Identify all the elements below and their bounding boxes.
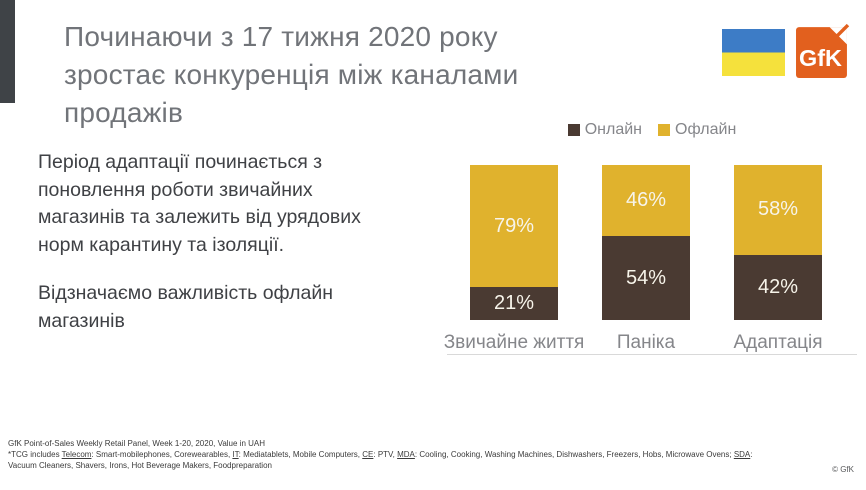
- ukraine-flag-icon: [722, 29, 785, 76]
- online-segment: 21%: [470, 287, 558, 320]
- bars-area: 79% 21% Звичайне життя 46% 54% Паніка 58% 42% Ад…: [444, 165, 823, 354]
- body-text-block: Період адаптації починається з поновленн…: [38, 149, 400, 356]
- stacked-bar: 79% 21%: [470, 165, 558, 320]
- footnote-term: SDA: [733, 450, 751, 459]
- offline-value-label: 79%: [493, 214, 535, 237]
- slide-title: Починаючи з 17 тижня 2020 року зростає к…: [64, 18, 724, 132]
- footnote-term: IT: [232, 450, 239, 459]
- footnote-term: Telecom: [61, 450, 92, 459]
- footnote-text: : Vacuum Cleaners, Shavers, Irons, Hot B…: [8, 450, 753, 470]
- left-accent-bar: [0, 0, 15, 103]
- stacked-bar-chart: 79% 21% Звичайне життя 46% 54% Паніка 58% 42% Ад…: [444, 165, 857, 395]
- category-label: Адаптація: [733, 332, 823, 353]
- footnote-text: : Cooling, Cooking, Washing Machines, Di…: [414, 450, 734, 459]
- body-paragraph: Період адаптації починається з поновленн…: [38, 151, 361, 256]
- legend-label-online: Онлайн: [584, 121, 643, 138]
- bar-column-1: 79% 21% Звичайне життя: [444, 165, 584, 354]
- offline-value-label: 58%: [757, 198, 799, 221]
- stacked-bar: 58% 42%: [734, 165, 822, 320]
- category-label: Звичайне життя: [443, 332, 585, 353]
- footnote-term: MDA: [397, 450, 415, 459]
- offline-swatch-icon: [658, 124, 671, 136]
- footnote-term: CE: [362, 450, 374, 459]
- online-segment: 54%: [602, 236, 690, 320]
- category-label: Паніка: [616, 332, 676, 353]
- online-value-label: 42%: [757, 275, 799, 298]
- gfk-logo: GfK: [796, 23, 850, 78]
- online-swatch-icon: [567, 124, 580, 136]
- body-paragraph: Відзначаємо важливість офлайн магазинів: [38, 282, 334, 332]
- gfk-logo-text: GfK: [799, 45, 842, 71]
- legend-item-offline: Офлайн: [658, 121, 736, 139]
- footnote-text: : PTV,: [373, 450, 398, 459]
- title-line: Починаючи з 17 тижня 2020 року: [64, 21, 498, 52]
- footnote-line: *TCG includes Telecom: Smart-mobilephone…: [8, 449, 756, 471]
- offline-segment: 79%: [470, 165, 558, 288]
- online-value-label: 21%: [493, 292, 535, 315]
- copyright: © GfK: [832, 465, 854, 474]
- x-axis-line: [447, 354, 857, 355]
- footer: GfK Point-of-Sales Weekly Retail Panel, …: [8, 438, 756, 471]
- stacked-bar: 46% 54%: [602, 165, 690, 320]
- online-value-label: 54%: [625, 266, 667, 289]
- footnote-text: : Smart-mobilephones, Corewearables,: [91, 450, 233, 459]
- source-line: GfK Point-of-Sales Weekly Retail Panel, …: [8, 439, 266, 448]
- footnote-text: *TCG includes: [8, 450, 62, 459]
- footnote-text: : Mediatablets, Mobile Computers,: [238, 450, 363, 459]
- bar-column-3: 58% 42% Адаптація: [733, 165, 823, 354]
- online-segment: 42%: [734, 254, 822, 320]
- offline-segment: 58%: [734, 165, 822, 255]
- legend-label-offline: Офлайн: [675, 121, 737, 138]
- offline-value-label: 46%: [625, 189, 667, 212]
- title-line: зростає конкуренція між каналами: [64, 59, 519, 90]
- bar-column-2: 46% 54% Паніка: [602, 165, 690, 354]
- chart-legend: Онлайн Офлайн: [447, 121, 857, 139]
- legend-item-online: Онлайн: [567, 121, 643, 139]
- title-line: продажів: [64, 97, 184, 128]
- offline-segment: 46%: [602, 165, 690, 237]
